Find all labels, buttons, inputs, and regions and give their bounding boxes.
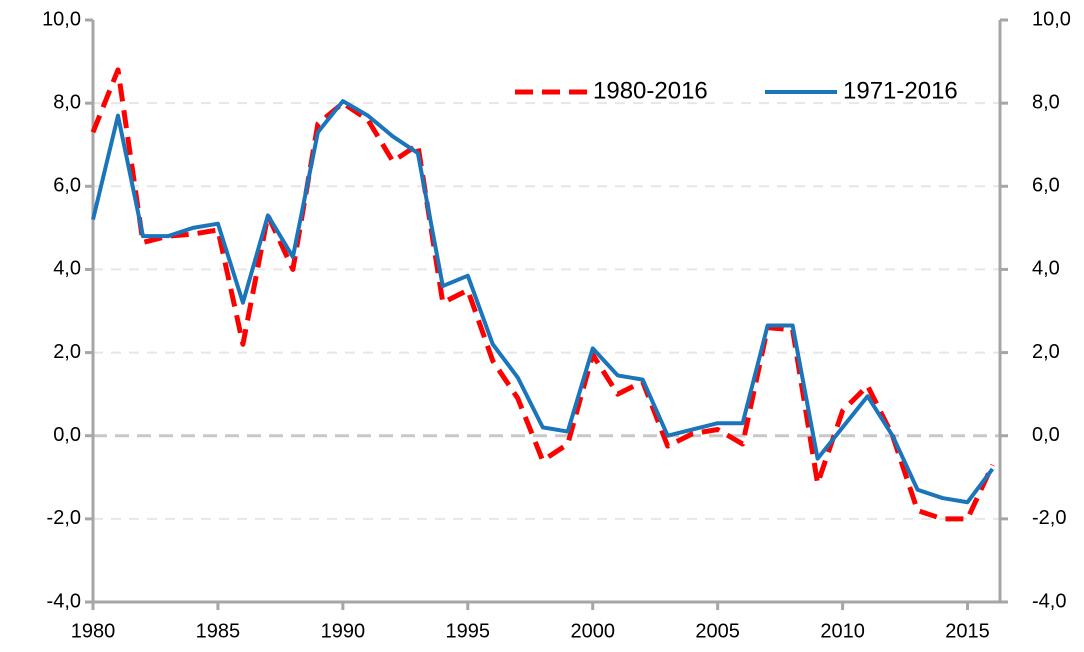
y-tick-label: 8,0 [53, 91, 81, 113]
y-tick-label: 6,0 [53, 175, 81, 197]
x-tick-label: 2000 [570, 620, 615, 642]
y-tick-label: -2,0 [47, 507, 81, 529]
y-tick-label: 10,0 [42, 8, 81, 30]
y2-tick-label: 2,0 [1032, 341, 1060, 363]
y2-tick-label: -4,0 [1032, 590, 1066, 612]
y-tick-label: 0,0 [53, 424, 81, 446]
y2-tick-label: 4,0 [1032, 258, 1060, 280]
x-tick-label: 1985 [196, 620, 241, 642]
y2-tick-label: -2,0 [1032, 507, 1066, 529]
y-tick-label: 4,0 [53, 258, 81, 280]
y-tick-label: -4,0 [47, 590, 81, 612]
x-tick-label: 1990 [321, 620, 366, 642]
x-tick-label: 2010 [820, 620, 865, 642]
x-tick-label: 1995 [446, 620, 491, 642]
line-series [91, 99, 995, 505]
x-tick-label: 2005 [695, 620, 740, 642]
legend-label: 1971-2016 [843, 77, 958, 104]
y2-tick-label: 6,0 [1032, 175, 1060, 197]
x-tick-label: 2015 [945, 620, 990, 642]
y2-tick-label: 8,0 [1032, 91, 1060, 113]
y2-tick-label: 10,0 [1032, 8, 1071, 30]
line-series [90, 67, 995, 522]
x-tick-label: 1980 [71, 620, 116, 642]
y2-tick-label: 0,0 [1032, 424, 1060, 446]
y-tick-label: 2,0 [53, 341, 81, 363]
legend-label: 1980-2016 [593, 77, 708, 104]
